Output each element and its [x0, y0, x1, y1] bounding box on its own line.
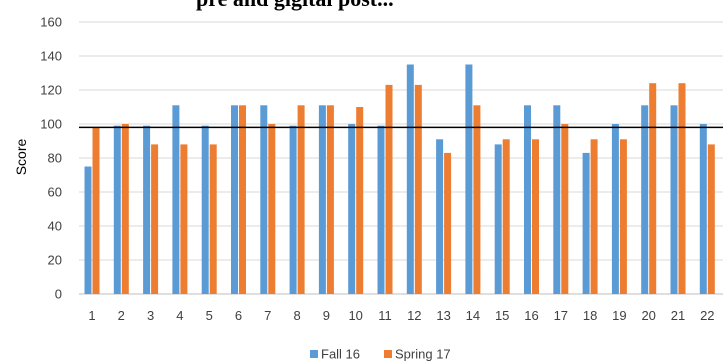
y-axis-ticks: 0 20 40 60 80 100 120 140 160 — [40, 15, 62, 302]
bar-fall-16-1 — [84, 166, 92, 294]
bar-spring-17-6 — [239, 105, 246, 294]
bar-fall-16-18 — [582, 152, 590, 294]
x-tick-label: 10 — [348, 308, 362, 323]
y-tick-label: 140 — [40, 49, 62, 64]
x-tick-label: 16 — [524, 308, 538, 323]
bar-spring-17-21 — [678, 83, 686, 294]
x-tick-label: 21 — [671, 308, 685, 323]
y-axis-title: Score — [13, 139, 29, 176]
bar-spring-17-16 — [532, 139, 539, 294]
bar-fall-16-6 — [231, 105, 238, 294]
bar-spring-17-15 — [502, 139, 510, 294]
x-tick-label: 19 — [612, 308, 626, 323]
x-tick-label: 20 — [641, 308, 655, 323]
bar-fall-16-13 — [436, 139, 444, 294]
x-tick-label: 22 — [700, 308, 714, 323]
bar-fall-16-15 — [494, 144, 502, 294]
bar-fall-16-7 — [260, 105, 268, 294]
x-axis-ticks: 1234567891011121314151617181920212223 — [88, 308, 714, 323]
legend-swatch — [310, 350, 318, 358]
bar-spring-17-12 — [414, 84, 422, 295]
y-tick-label: 40 — [48, 219, 62, 234]
x-tick-label: 13 — [436, 308, 450, 323]
bar-fall-16-10 — [348, 124, 356, 294]
bar-spring-17-4 — [180, 144, 188, 294]
bar-fall-16-20 — [641, 105, 649, 294]
bar-spring-17-3 — [151, 144, 159, 294]
x-tick-label: 17 — [554, 308, 568, 323]
x-tick-label: 9 — [323, 308, 330, 323]
y-tick-label: 100 — [40, 117, 62, 132]
bar-fall-16-4 — [172, 105, 180, 294]
bar-fall-16-22 — [699, 124, 707, 294]
bar-spring-17-19 — [619, 139, 627, 294]
x-tick-label: 12 — [407, 308, 421, 323]
chart-title: pre and gigital post... — [196, 0, 394, 11]
x-tick-label: 8 — [293, 308, 300, 323]
x-tick-label: 6 — [235, 308, 242, 323]
y-tick-label: 20 — [48, 253, 62, 268]
bar-spring-17-2 — [121, 124, 129, 294]
bar-spring-17-14 — [473, 105, 481, 294]
x-tick-label: 7 — [264, 308, 271, 323]
x-tick-label: 18 — [583, 308, 597, 323]
bar-fall-16-21 — [670, 105, 678, 294]
x-tick-label: 3 — [147, 308, 154, 323]
y-tick-label: 80 — [48, 151, 62, 166]
bar-spring-17-13 — [444, 152, 452, 294]
bar-spring-17-9 — [326, 105, 334, 294]
x-tick-label: 5 — [206, 308, 213, 323]
bar-fall-16-17 — [553, 105, 561, 294]
y-tick-label: 160 — [40, 15, 62, 30]
bar-fall-16-3 — [143, 125, 151, 294]
legend-label: Spring 17 — [395, 347, 451, 362]
bar-fall-16-12 — [406, 64, 414, 294]
bar-fall-16-11 — [377, 125, 385, 294]
bar-spring-17-22 — [707, 144, 715, 294]
bar-spring-17-18 — [590, 139, 598, 294]
bar-fall-16-19 — [611, 124, 619, 294]
x-tick-label: 15 — [495, 308, 509, 323]
bar-spring-17-10 — [356, 107, 364, 294]
bar-fall-16-16 — [524, 105, 531, 294]
bar-fall-16-8 — [289, 125, 297, 294]
y-tick-label: 60 — [48, 185, 62, 200]
x-tick-label: 1 — [88, 308, 95, 323]
x-tick-label: 2 — [118, 308, 125, 323]
legend-label: Fall 16 — [321, 347, 360, 362]
x-tick-label: 4 — [176, 308, 183, 323]
x-tick-label: 14 — [466, 308, 480, 323]
bar-fall-16-2 — [113, 125, 121, 294]
legend: Fall 16 Spring 17 — [310, 347, 451, 362]
bar-fall-16-9 — [318, 105, 326, 294]
y-tick-label: 120 — [40, 83, 62, 98]
bar-spring-17-5 — [209, 144, 217, 294]
bar-fall-16-5 — [201, 125, 209, 294]
x-tick-label: 11 — [378, 308, 392, 323]
bar-spring-17-20 — [649, 83, 657, 294]
bar-spring-17-11 — [385, 84, 393, 295]
bar-spring-17-7 — [268, 124, 276, 294]
legend-swatch — [384, 350, 392, 358]
bars — [84, 64, 715, 295]
bar-fall-16-14 — [465, 64, 473, 294]
y-tick-label: 0 — [55, 287, 62, 302]
bar-spring-17-8 — [297, 105, 305, 294]
bar-spring-17-1 — [92, 127, 100, 295]
bar-spring-17-17 — [561, 124, 569, 294]
